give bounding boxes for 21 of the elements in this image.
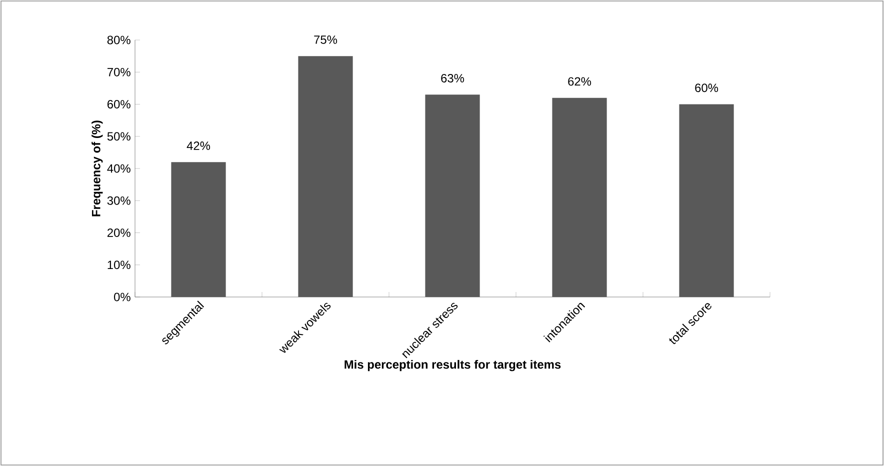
data-label: 42%	[186, 142, 210, 150]
y-tick-label: 60%	[108, 100, 130, 108]
y-tick-label: 70%	[108, 68, 130, 76]
bar	[298, 56, 353, 297]
bar	[679, 104, 734, 297]
y-tick-label: 50%	[107, 132, 130, 141]
y-tick-label: 80%	[107, 36, 130, 44]
bar	[425, 94, 480, 297]
y-tick-label: 10%	[108, 260, 130, 270]
bar	[552, 98, 607, 297]
y-tick-label: 0%	[114, 292, 130, 302]
y-tick-label: 20%	[107, 228, 130, 237]
data-label: 60%	[695, 84, 718, 92]
y-tick-label: 30%	[107, 196, 130, 205]
x-axis-title: Mis perception results for target items	[344, 360, 561, 372]
data-label: 62%	[568, 77, 592, 86]
y-tick-label: 40%	[107, 164, 130, 173]
y-axis-title: Frequency of (%)	[92, 120, 103, 216]
data-label: 63%	[441, 74, 464, 82]
data-label: 75%	[314, 35, 338, 44]
bar	[171, 162, 226, 297]
